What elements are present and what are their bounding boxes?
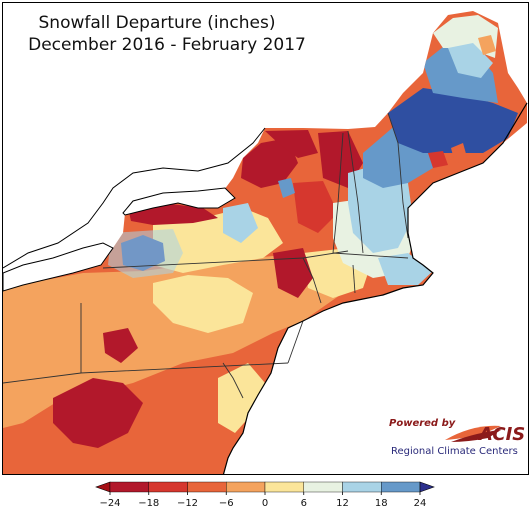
colorbar-segment	[342, 481, 382, 493]
field-deficit-adirondack	[293, 181, 338, 233]
canada-shore-line	[3, 127, 266, 269]
field-deep-deficit-wv	[53, 378, 143, 448]
field-deep-deficit-me-coast	[428, 151, 448, 168]
colorbar-tick-label: −24	[99, 498, 120, 509]
colorbar-segment	[109, 481, 149, 493]
field-surplus-buffalo-halo	[108, 229, 183, 278]
colorbar-segment	[187, 481, 227, 493]
colorbar-tick-label: 6	[301, 498, 307, 509]
colorbar-segment	[226, 481, 266, 493]
colorbar-tick-label: −6	[219, 498, 234, 509]
field-near-normal-pa	[153, 275, 253, 333]
colorbar-segment	[148, 481, 188, 493]
colorbar-tick-label: −12	[177, 498, 198, 509]
colorbar-under-arrow	[95, 481, 111, 493]
map-title: Snowfall Departure (inches)	[38, 13, 276, 33]
colorbar-tick-label: 24	[414, 498, 427, 509]
departure-fields	[3, 15, 518, 448]
acis-logo: Powered by ACIS Regional Climate Centers	[387, 418, 527, 462]
acis-brand: ACIS	[479, 424, 526, 445]
field-deficit-me-coast-east	[451, 143, 468, 163]
colorbar-tick-label: 0	[262, 498, 268, 509]
colorbar: −24 −18 −12 −6 0 6 12 18 24	[95, 481, 435, 509]
rcc-label: Regional Climate Centers	[391, 446, 518, 457]
field-surplus-me-top	[448, 43, 493, 78]
field-surplus-ma-coast	[378, 253, 433, 285]
field-deep-deficit-hudson	[273, 248, 313, 298]
colorbar-segment	[264, 481, 304, 493]
state-boundaries	[3, 112, 409, 399]
colorbar-tick-label: 12	[336, 498, 349, 509]
field-near-normal-nj	[218, 363, 265, 433]
lake-erie	[3, 242, 114, 292]
field-surplus-ny-central	[223, 203, 258, 243]
colorbar-over-arrow	[419, 481, 435, 493]
acis-swoosh-icon	[445, 425, 501, 442]
map-panel: Snowfall Departure (inches) December 201…	[2, 2, 529, 475]
colorbar-tick-label: 18	[375, 498, 388, 509]
field-very-large-surplus-me	[388, 88, 518, 153]
field-deep-deficit-pa	[103, 328, 138, 363]
powered-by-label: Powered by	[389, 418, 456, 429]
atlantic-coastline	[222, 102, 528, 474]
snowfall-departure-map	[3, 11, 528, 474]
colorbar-segment	[381, 481, 421, 493]
field-surplus-ny-dot	[278, 178, 295, 198]
colorbar-tick-label: −18	[138, 498, 159, 509]
field-deficit-me-spot	[478, 35, 496, 55]
field-deep-deficit-ny-north	[241, 138, 298, 188]
field-deep-deficit-stlawrence	[265, 130, 318, 158]
colorbar-segment	[303, 481, 343, 493]
map-subtitle: December 2016 - February 2017	[28, 35, 306, 55]
field-surplus-ne	[348, 163, 413, 253]
lake-ontario	[122, 187, 236, 216]
